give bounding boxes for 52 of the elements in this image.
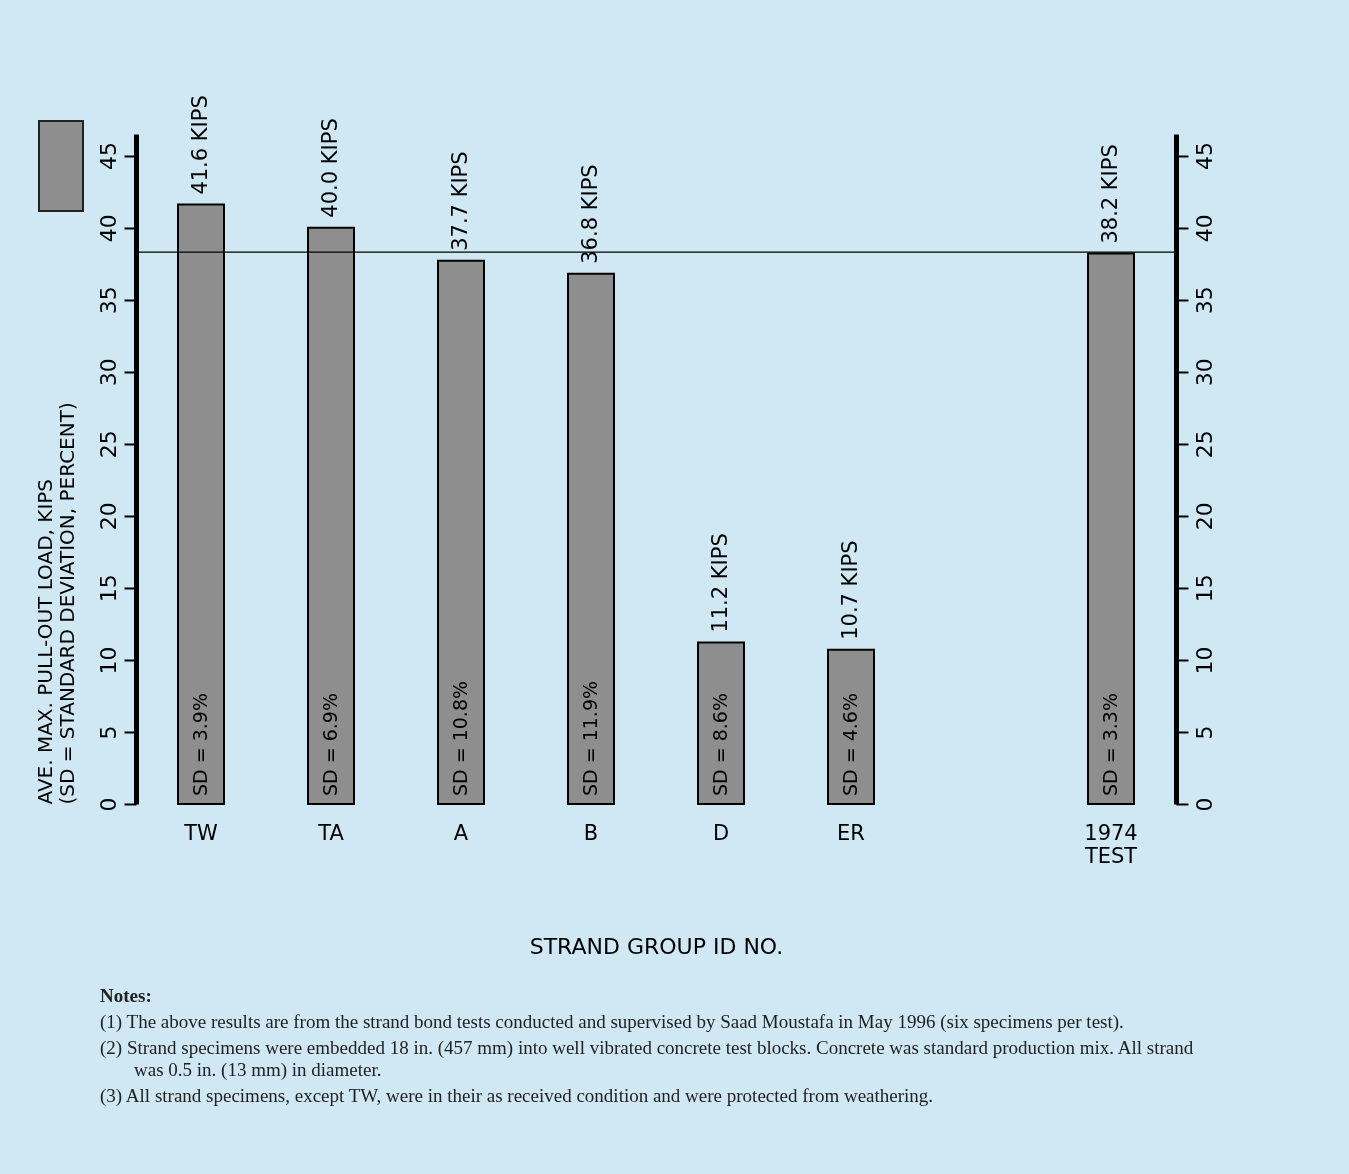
y2-tick-label: 20 [1191,502,1217,531]
bar [567,272,615,805]
bar [697,641,745,805]
y-tick-label: 45 [95,142,121,171]
y2-tick-label: 25 [1191,430,1217,459]
annotation: SD = 8.6% [709,693,731,796]
data-label: 37.7 KIPS [448,151,472,251]
annotation: SD = 10.8% [449,680,471,796]
x-tick-label: B [583,820,599,845]
x-axis-title: STRAND GROUP ID NO. [529,933,784,959]
data-label: 36.8 KIPS [578,164,602,264]
y-axis-title: AVE. MAX. PULL-OUT LOAD, KIPS [32,478,57,805]
x-tick-label: TW [183,820,219,845]
y2-tick-label: 35 [1191,286,1217,315]
bar [437,259,485,805]
y-tick-label: 5 [95,725,121,740]
y-tick-label: 25 [95,430,121,459]
data-label: 11.2 KIPS [708,533,732,633]
annotation: SD = 3.9% [189,693,211,796]
legend-title: (SD = STANDARD DEVIATION, PERCENT) [54,402,79,805]
y-tick-label: 15 [95,574,121,603]
annotation: SD = 4.6% [839,693,861,796]
y-tick-label: 0 [95,797,121,812]
data-label: 38.2 KIPS [1098,144,1122,244]
y2-tick-label: 5 [1191,725,1217,740]
y-tick-label: 40 [95,214,121,243]
x-tick-label: ER [837,820,865,845]
annotation: SD = 6.9% [319,693,341,796]
x-tick-label: A [453,820,469,845]
text: (2) Strand specimens were embedded 18 in. (457 mm) into well vibrated concrete test blocks. Concrete was standard production mix. All strand was 0.5 in. (13 mm) in diameter. [100,1037,1195,1081]
x-tick-label: 1974 TEST [1083,820,1138,868]
y2-tick-label: 30 [1191,358,1217,387]
bar [827,648,875,805]
text: (1) The above results are from the strand bond tests conducted and supervised by Saad Moustafa in May 1996 (six specimens per test). [100,1011,1125,1033]
y2-tick-label: 45 [1191,142,1217,171]
data-label: 40.0 KIPS [318,118,342,218]
y2-tick-label: 0 [1191,797,1217,812]
annotation: SD = 11.9% [579,680,601,796]
text: Notes: [100,985,153,1007]
text: (3) All strand specimens, except TW, were in their as received condition and were protected from weathering. [100,1085,935,1107]
data-label: 41.6 KIPS [188,95,212,195]
y-tick-label: 30 [95,358,121,387]
y-tick-label: 20 [95,502,121,531]
data-label: 10.7 KIPS [838,540,862,640]
y-tick-label: 35 [95,286,121,315]
annotation: SD = 3.3% [1099,693,1121,796]
x-tick-label: TA [317,820,345,845]
y2-tick-label: 40 [1191,214,1217,243]
y2-tick-label: 15 [1191,574,1217,603]
y2-tick-label: 10 [1191,646,1217,675]
x-tick-label: D [712,820,730,845]
y-tick-label: 10 [95,646,121,675]
